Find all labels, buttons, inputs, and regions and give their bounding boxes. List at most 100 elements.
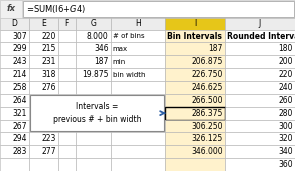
Text: 187: 187 <box>94 57 109 66</box>
Bar <box>165 68 225 81</box>
Text: Intervals =: Intervals = <box>76 102 118 111</box>
Bar <box>111 107 165 120</box>
Bar <box>225 55 295 68</box>
Text: 318: 318 <box>42 70 56 79</box>
Text: 264: 264 <box>12 96 27 105</box>
Bar <box>111 30 165 42</box>
Bar <box>29 107 58 120</box>
Text: # of bins: # of bins <box>113 33 144 39</box>
Bar <box>29 94 58 107</box>
Bar <box>111 120 165 132</box>
Bar <box>58 81 76 94</box>
Bar <box>0 94 29 107</box>
Bar <box>165 81 225 94</box>
Text: E: E <box>41 19 46 28</box>
Bar <box>29 68 58 81</box>
Text: 180: 180 <box>278 44 293 53</box>
Bar <box>58 158 76 171</box>
Bar <box>225 18 295 30</box>
Text: 200: 200 <box>278 57 293 66</box>
Bar <box>58 107 76 120</box>
Text: 306.250: 306.250 <box>191 122 223 130</box>
Text: 286.375: 286.375 <box>191 109 223 118</box>
Bar <box>165 18 225 30</box>
Bar <box>29 55 58 68</box>
Bar <box>0 145 29 158</box>
Bar <box>225 30 295 42</box>
Bar <box>165 42 225 55</box>
Text: 326.125: 326.125 <box>191 134 223 143</box>
Text: bin width: bin width <box>113 72 145 78</box>
Bar <box>165 120 225 132</box>
Bar <box>58 30 76 42</box>
Bar <box>29 81 58 94</box>
Text: min: min <box>113 59 126 65</box>
Bar <box>58 120 76 132</box>
Text: 346: 346 <box>94 44 109 53</box>
Text: max: max <box>113 46 128 52</box>
Bar <box>58 42 76 55</box>
Text: 260: 260 <box>278 96 293 105</box>
Bar <box>29 145 58 158</box>
Bar <box>58 55 76 68</box>
Text: 346.000: 346.000 <box>191 147 223 156</box>
Bar <box>225 120 295 132</box>
Text: D: D <box>12 19 17 28</box>
Text: 220: 220 <box>278 70 293 79</box>
Bar <box>0 132 29 145</box>
Bar <box>29 158 58 171</box>
Bar <box>165 94 225 107</box>
Text: 321: 321 <box>13 109 27 118</box>
Bar <box>58 94 76 107</box>
Bar <box>165 145 225 158</box>
Bar <box>0 0 295 18</box>
Bar <box>111 158 165 171</box>
Bar <box>76 55 111 68</box>
Bar <box>165 107 225 120</box>
Bar <box>76 42 111 55</box>
Bar <box>111 132 165 145</box>
Text: previous # + bin width: previous # + bin width <box>53 115 141 124</box>
Bar <box>58 18 76 30</box>
Text: 243: 243 <box>12 57 27 66</box>
Text: 277: 277 <box>41 147 56 156</box>
Text: 215: 215 <box>42 44 56 53</box>
Bar <box>0 68 29 81</box>
Text: 223: 223 <box>42 134 56 143</box>
Text: 187: 187 <box>208 44 223 53</box>
Text: 206.875: 206.875 <box>191 57 223 66</box>
Bar <box>29 42 58 55</box>
Bar <box>29 120 58 132</box>
Bar <box>76 158 111 171</box>
Text: F: F <box>65 19 69 28</box>
Bar <box>165 55 225 68</box>
Bar <box>29 30 58 42</box>
Text: 19.875: 19.875 <box>82 70 109 79</box>
Text: 240: 240 <box>278 83 293 92</box>
Bar <box>76 94 111 107</box>
Bar <box>76 30 111 42</box>
Text: 320: 320 <box>278 134 293 143</box>
Bar <box>111 55 165 68</box>
Text: 266.500: 266.500 <box>191 96 223 105</box>
Bar <box>29 132 58 145</box>
Text: =SUM(I6+$G$4): =SUM(I6+$G$4) <box>26 3 86 15</box>
Bar <box>29 18 58 30</box>
Text: Rounded Intervals: Rounded Intervals <box>227 31 295 41</box>
Bar <box>0 0 22 18</box>
Text: 226.750: 226.750 <box>191 70 223 79</box>
Text: 294: 294 <box>12 134 27 143</box>
Bar <box>0 30 29 42</box>
Bar <box>76 120 111 132</box>
Text: 283: 283 <box>13 147 27 156</box>
Text: 340: 340 <box>278 147 293 156</box>
Text: 220: 220 <box>42 31 56 41</box>
Bar <box>0 81 29 94</box>
Text: 214: 214 <box>13 70 27 79</box>
Bar <box>225 81 295 94</box>
Bar <box>76 81 111 94</box>
Text: 307: 307 <box>12 31 27 41</box>
Bar <box>76 68 111 81</box>
Bar <box>30 95 164 131</box>
Bar <box>58 145 76 158</box>
